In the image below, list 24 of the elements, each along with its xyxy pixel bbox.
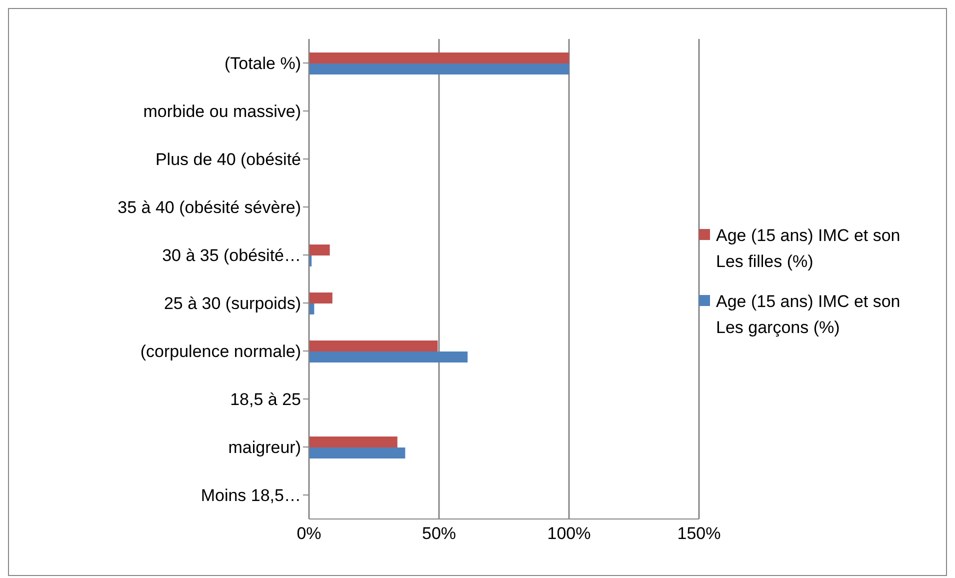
bar [309,244,330,256]
y-tick-label: Moins 18,5… [200,486,301,506]
y-tick-label: Plus de 40 (obésité [155,150,301,170]
y-tick-label: 35 à 40 (obésité sévère) [118,198,301,218]
x-tick-label: 50% [422,524,456,544]
y-tick-label: (Totale %) [224,54,301,74]
legend-label: Age (15 ans) IMC et son Les garçons (%) [716,291,902,339]
y-tick-label: morbide ou massive) [143,102,301,122]
x-tick-label: 100% [547,524,591,544]
y-tick-label: 30 à 35 (obésité… [162,246,301,266]
x-tick-label: 0% [296,524,322,544]
y-tick-label: (corpulence normale) [140,342,301,362]
bar [309,351,468,362]
x-tick-label: 150% [677,524,721,544]
bar [309,340,438,352]
bar [309,436,398,448]
y-tick-label: 25 à 30 (surpoids) [164,294,301,314]
y-tick-label: 18,5 à 25 [230,390,301,410]
bar [309,52,569,64]
bar [309,63,569,74]
legend-label: Age (15 ans) IMC et son Les filles (%) [716,225,902,273]
bar [309,292,332,304]
bar [309,447,406,458]
y-tick-label: maigreur) [228,438,301,458]
